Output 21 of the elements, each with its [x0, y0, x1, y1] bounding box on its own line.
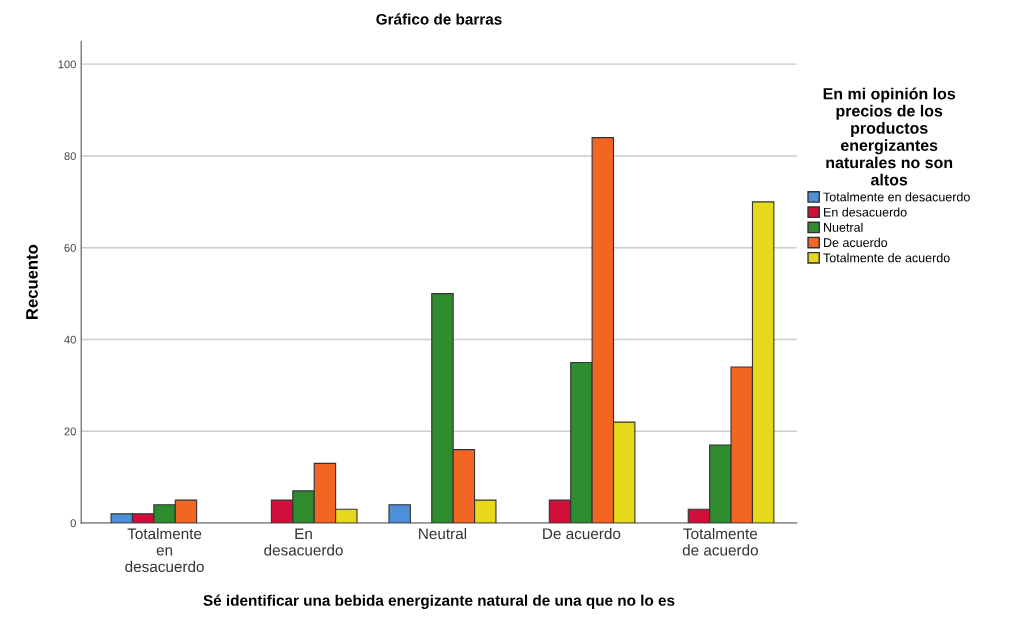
legend-label: Totalmente en desacuerdo	[823, 192, 970, 202]
chart-title: Gráfico de barras	[376, 13, 502, 25]
y-tick-label: 80	[64, 152, 76, 161]
y-axis-title: Recuento	[26, 244, 38, 319]
bar	[388, 504, 411, 524]
y-tick-label: 20	[64, 427, 76, 436]
x-axis-title: Sé identificar una bebida energizante natural de una que no lo es	[203, 594, 675, 609]
legend-label: De acuerdo	[824, 237, 888, 248]
y-tick-label: 100	[58, 60, 76, 69]
legend-label: Totalmente de acuerdo	[823, 253, 950, 263]
x-tick-label: En desacuerdo	[264, 528, 343, 556]
x-tick-label: Totalmente de acuerdo	[682, 527, 758, 556]
legend-label: Nuetral	[824, 222, 863, 232]
x-tick-label: Neutral	[419, 527, 467, 540]
x-tick-label: Totalmente en desacuerdo	[125, 527, 204, 573]
legend-title: En mi opinión los precios de los productos energizantes naturales no son altos	[823, 87, 956, 186]
x-tick-label: De acuerdo	[543, 527, 621, 540]
y-tick-label: 0	[70, 519, 76, 528]
y-tick-label: 60	[64, 243, 76, 252]
y-tick-label: 40	[64, 335, 76, 344]
legend-label: En desacuerdo	[824, 207, 907, 217]
